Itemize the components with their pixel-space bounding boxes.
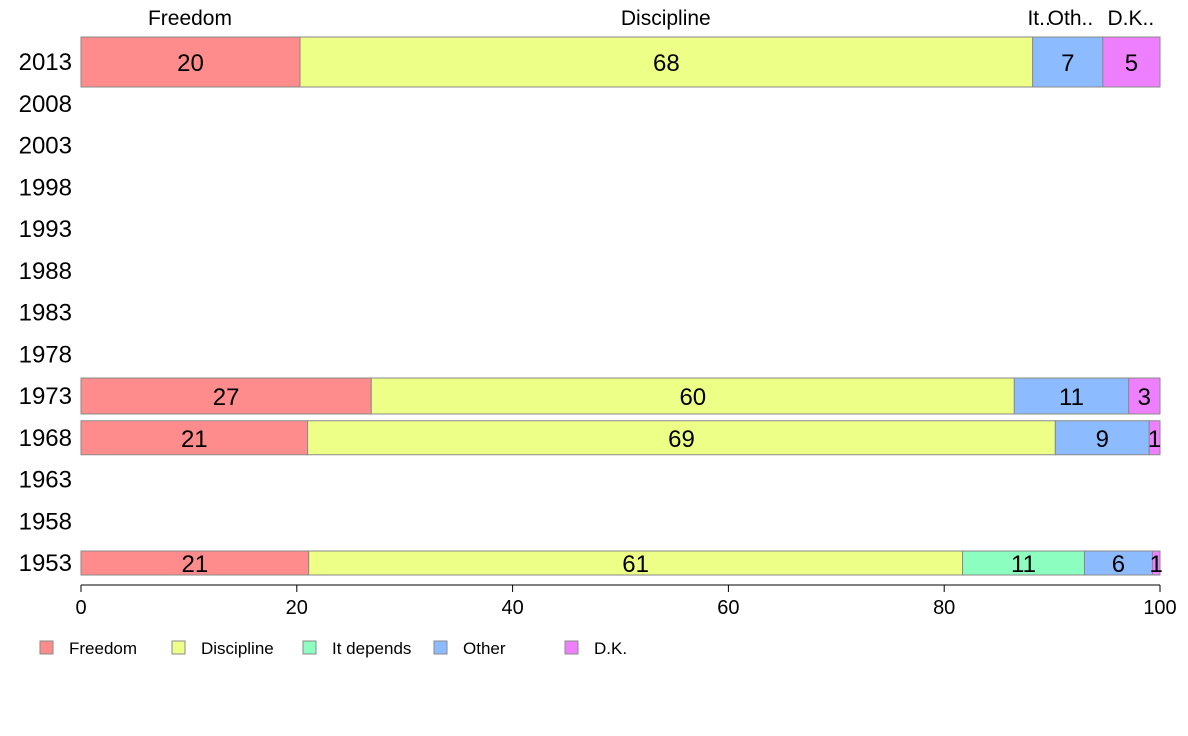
legend-swatch [171, 640, 186, 655]
legend-label: It depends [332, 639, 411, 658]
data-label: 69 [668, 426, 695, 453]
x-tick-label: 40 [501, 597, 523, 619]
year-label: 2013 [19, 49, 72, 76]
legend-swatch [564, 640, 579, 655]
year-label: 1958 [19, 508, 72, 535]
data-label: 27 [213, 384, 240, 411]
data-label: 6 [1112, 551, 1125, 578]
data-label: 60 [679, 384, 706, 411]
data-label: 1 [1148, 426, 1161, 453]
bars: 20 68 7 527 60 11 321 69 9 121 61 11 6 1 [80, 36, 1163, 578]
bar-segment [1054, 420, 1150, 456]
bar-segment [370, 377, 1015, 415]
year-label: 1978 [19, 341, 72, 368]
bar-segment [80, 420, 309, 456]
legend-swatch [302, 640, 317, 655]
legend-label: Other [463, 639, 506, 658]
year-label: 1988 [19, 258, 72, 285]
year-label: 1983 [19, 300, 72, 327]
year-label: 1973 [19, 383, 72, 410]
bar-segment [1148, 420, 1161, 456]
bar-segment [1102, 36, 1161, 88]
legend-swatch [433, 640, 448, 655]
category-top-labels: Freedom Discipline It..Oth.. D.K.. [148, 7, 1154, 30]
legend: Freedom Discipline It depends Other D.K. [39, 639, 627, 658]
year-label: 1953 [19, 550, 72, 577]
x-tick-label: 60 [717, 597, 739, 619]
legend-label: Freedom [69, 639, 137, 658]
x-tick-label: 0 [75, 597, 86, 619]
data-label: 3 [1138, 384, 1151, 411]
data-label: 11 [1011, 551, 1036, 578]
year-label: 1963 [19, 467, 72, 494]
bar-segment [308, 550, 964, 576]
data-label: 9 [1096, 426, 1109, 453]
legend-swatch [39, 640, 54, 655]
data-label: 7 [1061, 50, 1074, 77]
data-label: 68 [653, 50, 680, 77]
year-label: 1993 [19, 216, 72, 243]
top-label: Freedom [148, 7, 232, 30]
bar-segment [1151, 550, 1161, 576]
data-label: 21 [181, 426, 208, 453]
bar-segment [299, 36, 1034, 88]
top-label: D.K.. [1108, 7, 1155, 30]
data-label: 11 [1059, 384, 1084, 411]
x-axis: 0 20 40 60 80 100 [75, 584, 1177, 619]
x-tick-label: 100 [1143, 597, 1176, 619]
data-label: 21 [181, 551, 208, 578]
bar-segment [307, 420, 1056, 456]
bar-segment [80, 550, 310, 576]
year-label: 1968 [19, 425, 72, 452]
top-label: Oth.. [1048, 7, 1094, 30]
x-tick-label: 20 [286, 597, 308, 619]
bar-segment [1013, 377, 1130, 415]
bar-segment [1083, 550, 1153, 576]
top-label: It.. [1027, 7, 1050, 30]
year-label: 2003 [19, 133, 72, 160]
data-label: 5 [1125, 50, 1138, 77]
bar-segment [80, 377, 372, 415]
data-label: 61 [622, 551, 649, 578]
top-label: Discipline [621, 7, 711, 30]
bar-segment [1128, 377, 1161, 415]
year-axis-labels: 1953 1958 1963 1968 1973 1978 1983 1988 1993 1998… [19, 49, 72, 577]
x-tick-label: 80 [933, 597, 955, 619]
legend-label: D.K. [594, 639, 627, 658]
data-label: 1 [1150, 551, 1163, 578]
year-label: 1998 [19, 174, 72, 201]
year-label: 2008 [19, 91, 72, 118]
legend-label: Discipline [201, 639, 274, 658]
data-label: 20 [177, 50, 204, 77]
